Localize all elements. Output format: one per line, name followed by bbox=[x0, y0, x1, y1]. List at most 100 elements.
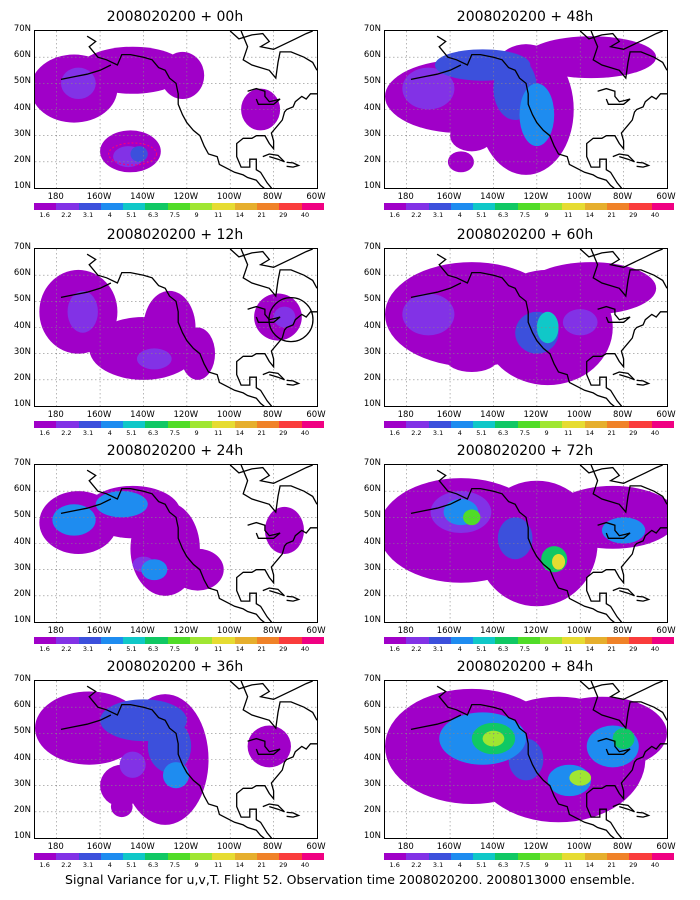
lat-tick-label: 70N bbox=[13, 458, 31, 468]
colorbar-swatch bbox=[301, 637, 324, 644]
coastline bbox=[636, 595, 651, 602]
variance-contour bbox=[136, 348, 172, 370]
lat-tick-label: 30N bbox=[363, 562, 381, 573]
colorbar-label: 4 bbox=[107, 211, 112, 219]
coastline bbox=[240, 681, 317, 730]
lon-tick-label: 80W bbox=[612, 842, 633, 852]
colorbar-swatch bbox=[450, 203, 474, 210]
coastline bbox=[240, 31, 317, 80]
colorbar-swatch bbox=[167, 203, 191, 210]
lat-tick-label: 50N bbox=[363, 294, 381, 305]
map-area bbox=[34, 248, 318, 407]
colorbar-label: 21 bbox=[257, 645, 266, 653]
figure-caption: Signal Variance for u,v,T. Flight 52. Ob… bbox=[65, 872, 635, 887]
map-svg bbox=[385, 249, 667, 406]
colorbar-label: 9 bbox=[194, 211, 199, 219]
map-svg bbox=[385, 31, 667, 188]
colorbar-label: 6.3 bbox=[497, 211, 509, 219]
colorbar-label: 2.2 bbox=[411, 645, 422, 653]
coastline bbox=[236, 93, 317, 188]
colorbar-swatch bbox=[406, 853, 429, 860]
variance-contour bbox=[552, 553, 566, 570]
lat-tick-label: 50N bbox=[363, 726, 381, 737]
colorbar-label: 21 bbox=[257, 211, 266, 219]
colorbar-swatch bbox=[562, 203, 585, 210]
variance-contour bbox=[110, 796, 133, 818]
lon-tick-label: 60W bbox=[306, 410, 326, 420]
colorbar-label: 6.3 bbox=[497, 429, 509, 437]
colorbar-label: 7.5 bbox=[519, 211, 531, 219]
colorbar-label: 11 bbox=[214, 211, 223, 219]
colorbar-swatch bbox=[428, 203, 451, 210]
lat-tick-label: 50N bbox=[13, 76, 31, 87]
panel-title: 2008020200 + 24h bbox=[106, 443, 244, 459]
coastline bbox=[612, 153, 635, 163]
lon-tick-label: 140W bbox=[130, 192, 155, 202]
lon-tick-label: 180 bbox=[397, 192, 414, 202]
colorbar-swatch bbox=[100, 853, 124, 860]
lat-tick-label: 60N bbox=[363, 700, 381, 711]
colorbar-swatch bbox=[190, 853, 213, 860]
colorbar-swatch bbox=[145, 637, 168, 644]
lat-tick-label: 10N bbox=[13, 181, 31, 191]
colorbar-label: 14 bbox=[235, 861, 245, 869]
coastline bbox=[236, 311, 317, 406]
colorbar-swatch bbox=[34, 203, 57, 210]
colorbar-label: 9 bbox=[194, 645, 199, 653]
colorbar-label: 9 bbox=[544, 861, 549, 869]
colorbar-label: 5.1 bbox=[126, 429, 137, 437]
lon-tick-label: 140W bbox=[130, 410, 155, 420]
colorbar-swatch bbox=[279, 421, 302, 428]
colorbar bbox=[34, 203, 324, 210]
colorbar-swatch bbox=[145, 421, 168, 428]
colorbar-label: 7.5 bbox=[169, 429, 181, 437]
variance-contour bbox=[160, 51, 205, 100]
lat-tick-label: 30N bbox=[363, 778, 381, 789]
colorbar-label: 11 bbox=[564, 429, 573, 437]
coastline bbox=[262, 153, 285, 163]
coastline bbox=[240, 465, 317, 514]
coastline bbox=[612, 371, 635, 381]
map-panel: 2008020200 + 48h 70N 60N 50N 40N 30N 20N 10N 180… bbox=[350, 0, 690, 219]
lat-tick-label: 20N bbox=[13, 588, 31, 599]
colorbar-label: 11 bbox=[214, 645, 223, 653]
colorbar-swatch bbox=[100, 203, 124, 210]
lat-tick-label: 30N bbox=[13, 128, 31, 139]
colorbar-label: 2.2 bbox=[61, 645, 72, 653]
colorbar-swatch bbox=[473, 421, 496, 428]
variance-contour bbox=[273, 306, 296, 328]
highlight-circle bbox=[268, 297, 314, 343]
colorbar-swatch bbox=[651, 421, 674, 428]
map-area bbox=[384, 30, 668, 189]
colorbar-label: 40 bbox=[650, 429, 660, 437]
variance-contour bbox=[241, 88, 281, 131]
map-svg bbox=[385, 465, 667, 622]
colorbar-swatch bbox=[651, 637, 674, 644]
lat-tick-label: 10N bbox=[13, 615, 31, 625]
colorbar-label: 29 bbox=[279, 861, 288, 869]
colorbar-label: 5.1 bbox=[476, 429, 487, 437]
colorbar-swatch bbox=[428, 421, 451, 428]
colorbar-label: 7.5 bbox=[169, 861, 181, 869]
lon-tick-label: 160W bbox=[86, 192, 112, 202]
lat-tick-label: 30N bbox=[13, 778, 31, 789]
lon-tick-label: 180 bbox=[47, 410, 64, 420]
coastline bbox=[229, 681, 313, 700]
colorbar-label: 29 bbox=[629, 645, 638, 653]
colorbar-label: 3.1 bbox=[432, 211, 444, 219]
colorbar-swatch bbox=[540, 203, 563, 210]
colorbar-label: 40 bbox=[300, 211, 310, 219]
coastline bbox=[86, 35, 265, 188]
colorbar-swatch bbox=[256, 421, 280, 428]
colorbar-swatch bbox=[34, 421, 57, 428]
variance-contour bbox=[463, 509, 481, 526]
map-svg bbox=[385, 681, 667, 838]
coastline bbox=[597, 521, 631, 539]
coastline bbox=[586, 93, 667, 188]
coastline bbox=[286, 595, 301, 602]
colorbar-label: 1.6 bbox=[389, 645, 400, 653]
coastline bbox=[262, 587, 285, 597]
colorbar-swatch bbox=[629, 421, 652, 428]
coastline bbox=[410, 498, 462, 515]
colorbar-swatch bbox=[562, 853, 585, 860]
